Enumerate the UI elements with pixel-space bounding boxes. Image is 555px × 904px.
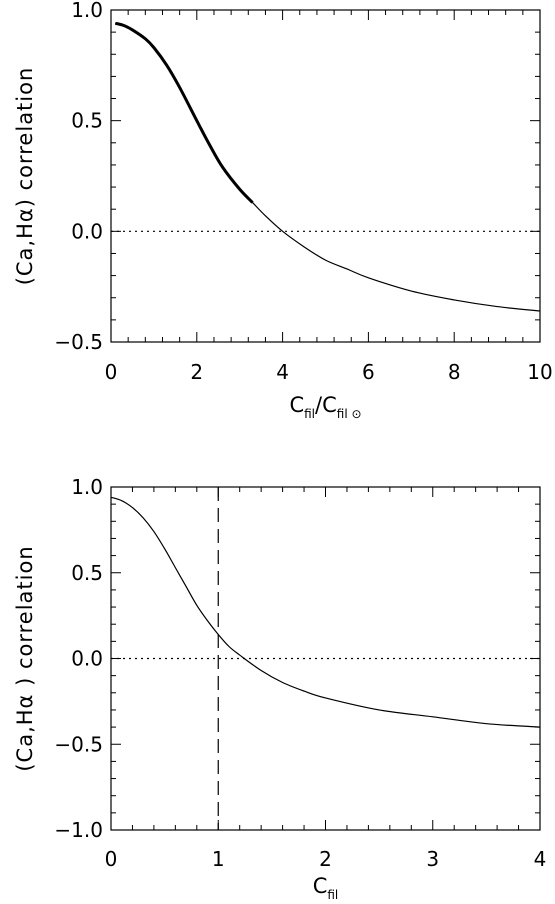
y-axis-label-part: (Ca,H	[13, 708, 37, 771]
x-axis-label: Cfil	[313, 874, 339, 902]
y-tick-label: 0.5	[71, 561, 103, 585]
x-label-main: C	[289, 393, 304, 417]
y-tick-label: 1.0	[71, 0, 103, 22]
y-axis-label-part: ) correlation	[13, 67, 37, 208]
x-tick-label: 0	[105, 360, 118, 384]
x-label-sub: fil	[304, 407, 315, 421]
x-tick-label: 4	[276, 360, 289, 384]
y-axis-label: (Ca,Hα ) correlation	[13, 545, 37, 771]
x-tick-label: 2	[319, 847, 332, 871]
x-tick-label: 4	[534, 847, 547, 871]
plot-frame	[110, 9, 541, 343]
top-chart: 0 2 4 6 8 10 −0.5 0.0 0.5 1.0 (Ca,Hα) correlation C…	[13, 0, 553, 421]
x-tick-label: 8	[448, 360, 461, 384]
y-axis-label: (Ca,Hα) correlation	[13, 67, 37, 286]
y-tick-label: 0.0	[71, 219, 103, 243]
y-axis-label-part: α	[13, 694, 37, 709]
y-tick-label: 0.5	[71, 109, 103, 133]
x-tick-label: 0	[105, 847, 118, 871]
x-label-sub: fil	[327, 888, 338, 902]
y-tick-label: −1.0	[54, 818, 103, 842]
bottom-chart: 0 1 2 3 4 −1.0 −0.5 0.0 0.5 1.0 (Ca,Hα ) correlati…	[13, 475, 546, 902]
y-axis-label-part: (Ca,H	[13, 222, 37, 285]
series-line	[115, 22, 541, 312]
x-label-main2: C	[322, 393, 337, 417]
y-tick-label: 1.0	[71, 475, 103, 499]
x-label-sub2: fil ⊙	[337, 407, 362, 421]
x-label-slash: /	[315, 393, 323, 417]
y-tick-label: −0.5	[54, 330, 103, 354]
x-tick-label: 6	[362, 360, 375, 384]
series-line	[110, 496, 541, 728]
x-axis-label: Cfil/Cfil ⊙	[289, 393, 361, 421]
y-axis-label-part: ) correlation	[13, 545, 37, 693]
x-tick-label: 3	[426, 847, 439, 871]
x-label-main: C	[313, 874, 328, 898]
y-axis-label-part: α	[13, 207, 37, 222]
plot-frame	[110, 486, 541, 831]
series-line-highlight	[114, 21, 254, 204]
y-tick-label: 0.0	[71, 647, 103, 671]
x-tick-label: 10	[527, 360, 552, 384]
x-tick-label: 1	[212, 847, 225, 871]
y-tick-label: −0.5	[54, 732, 103, 756]
x-tick-label: 2	[190, 360, 203, 384]
